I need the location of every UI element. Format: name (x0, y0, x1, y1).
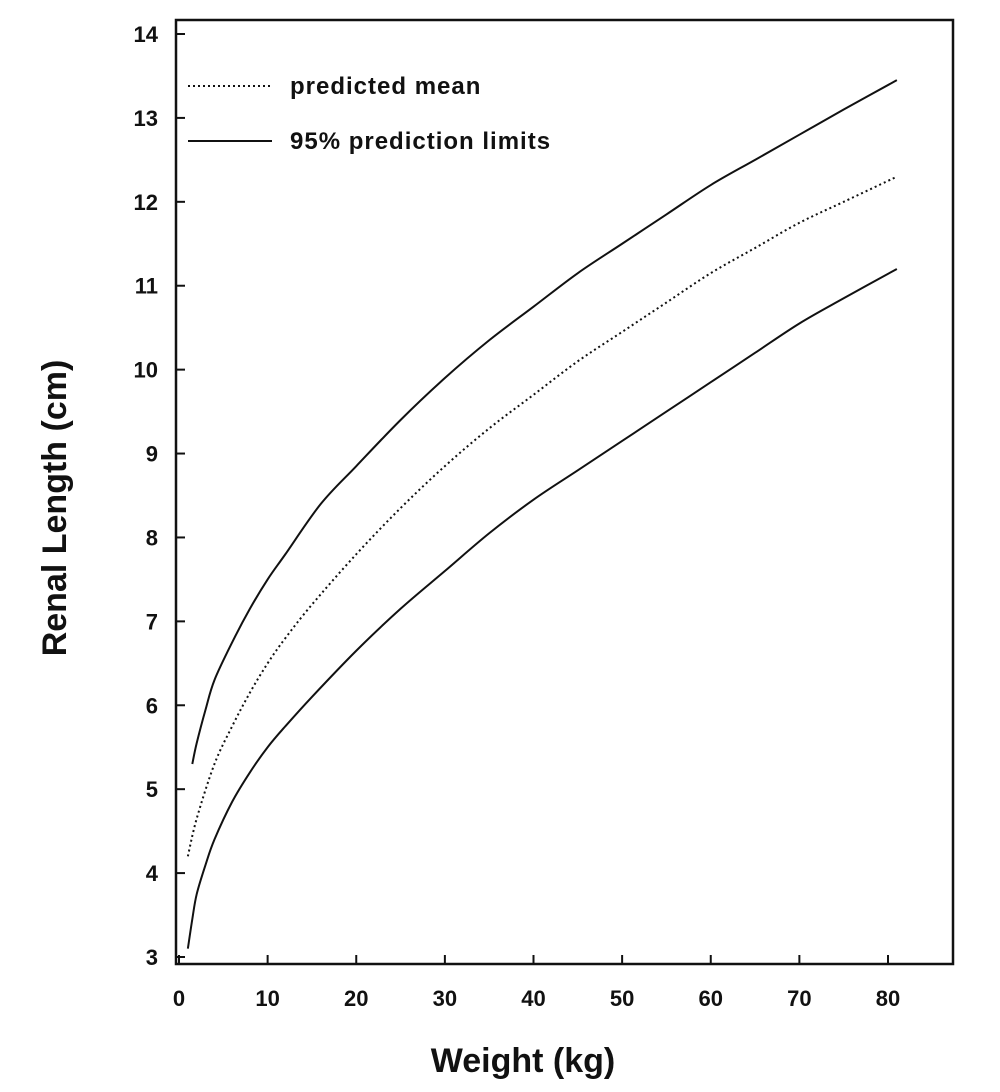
legend-label-predicted-mean: predicted mean (290, 73, 481, 100)
y-axis-ticks: 3 4 5 6 7 8 9 10 11 12 13 14 (134, 22, 185, 970)
y-tick-label: 5 (146, 777, 158, 802)
y-tick-label: 11 (135, 274, 158, 299)
x-tick-label: 80 (876, 986, 900, 1011)
x-tick-label: 30 (433, 986, 457, 1011)
y-tick-label: 14 (134, 22, 159, 47)
x-tick-label: 60 (699, 986, 723, 1011)
upper-prediction-limit-curve (191, 79, 898, 765)
y-tick-label: 10 (134, 358, 158, 383)
lower-prediction-limit-curve (186, 268, 898, 949)
y-tick-label: 9 (146, 442, 158, 467)
y-tick-label: 3 (146, 945, 158, 970)
x-tick-label: 0 (173, 986, 185, 1011)
y-axis-title: Renal Length (cm) (36, 360, 74, 657)
legend-label-prediction-limits: 95% prediction limits (290, 128, 551, 155)
y-tick-label: 13 (134, 106, 158, 131)
y-tick-label: 4 (146, 861, 159, 886)
x-axis-ticks: 0 10 20 30 40 50 60 70 80 (173, 955, 900, 1011)
x-tick-label: 10 (255, 986, 279, 1011)
legend: predicted mean 95% prediction limits (188, 73, 551, 155)
y-tick-label: 7 (146, 609, 158, 634)
x-tick-label: 50 (610, 986, 634, 1011)
x-tick-label: 40 (521, 986, 545, 1011)
x-axis-title: Weight (kg) (431, 1042, 615, 1080)
plot-frame (174, 18, 955, 966)
x-tick-label: 70 (787, 986, 811, 1011)
predicted-mean-curve (186, 175, 898, 857)
x-tick-label: 20 (344, 986, 368, 1011)
y-tick-label: 6 (146, 693, 158, 718)
curves (186, 79, 898, 949)
y-tick-label: 12 (134, 190, 158, 215)
y-tick-label: 8 (146, 525, 158, 550)
